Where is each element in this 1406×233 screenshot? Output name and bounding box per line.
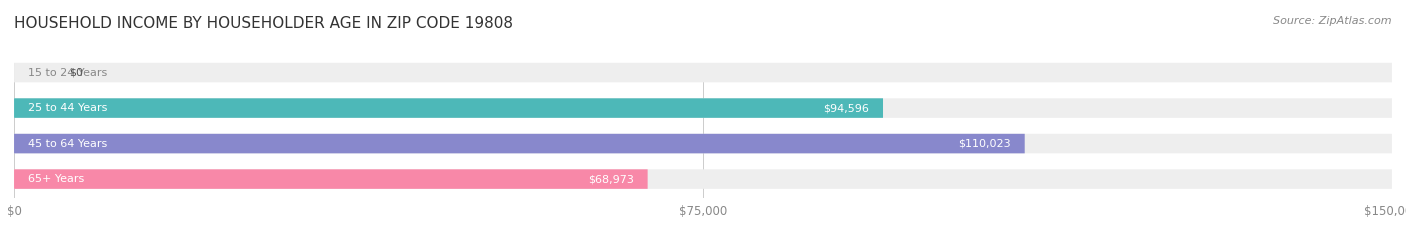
Text: Source: ZipAtlas.com: Source: ZipAtlas.com [1274,16,1392,26]
Text: 25 to 44 Years: 25 to 44 Years [28,103,107,113]
FancyBboxPatch shape [14,134,1392,153]
Text: $68,973: $68,973 [588,174,634,184]
Text: 65+ Years: 65+ Years [28,174,84,184]
FancyBboxPatch shape [14,169,1392,189]
FancyBboxPatch shape [14,98,1392,118]
Text: $110,023: $110,023 [959,139,1011,149]
Text: HOUSEHOLD INCOME BY HOUSEHOLDER AGE IN ZIP CODE 19808: HOUSEHOLD INCOME BY HOUSEHOLDER AGE IN Z… [14,16,513,31]
Text: $94,596: $94,596 [824,103,869,113]
FancyBboxPatch shape [14,63,1392,82]
Text: $0: $0 [69,68,83,78]
Text: 45 to 64 Years: 45 to 64 Years [28,139,107,149]
FancyBboxPatch shape [14,134,1025,153]
Text: 15 to 24 Years: 15 to 24 Years [28,68,107,78]
FancyBboxPatch shape [14,98,883,118]
FancyBboxPatch shape [14,169,648,189]
